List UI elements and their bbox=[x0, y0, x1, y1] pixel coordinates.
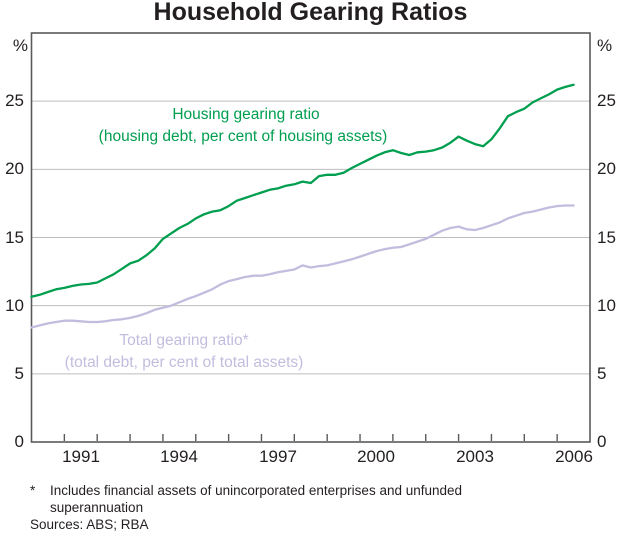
x-axis-label-2006: 2006 bbox=[555, 447, 593, 466]
footnote-sources: Sources: ABS; RBA bbox=[30, 517, 149, 532]
y-axis-label-right-5: 5 bbox=[597, 364, 607, 383]
series-line-total bbox=[30, 204, 575, 329]
y-axis-label-right-20: 20 bbox=[597, 159, 616, 178]
series-label-total: Total gearing ratio* bbox=[119, 332, 249, 349]
x-axis-label-2003: 2003 bbox=[456, 447, 494, 466]
y-axis-label-left-5: 5 bbox=[14, 364, 24, 383]
y-axis-label-left-15: 15 bbox=[5, 228, 24, 247]
footnote-line2: superannuation bbox=[50, 500, 144, 515]
y-axis-label-right-25: 25 bbox=[597, 91, 616, 110]
y-axis-label-left-20: 20 bbox=[5, 159, 24, 178]
x-axis-label-1994: 1994 bbox=[160, 447, 198, 466]
chart-title: Household Gearing Ratios bbox=[153, 0, 468, 26]
x-axis-label-1991: 1991 bbox=[62, 447, 100, 466]
y-axis-label-right-15: 15 bbox=[597, 228, 616, 247]
x-axis-label-1997: 1997 bbox=[259, 447, 297, 466]
y-axis-label-right-0: 0 bbox=[597, 432, 607, 451]
chart-plot bbox=[30, 32, 591, 443]
y-axis-label-left-10: 10 bbox=[5, 296, 24, 315]
y-axis-label-left-0: 0 bbox=[14, 432, 24, 451]
series-sublabel-housing: (housing debt, per cent of housing asset… bbox=[98, 128, 388, 145]
y-axis-label-right-10: 10 bbox=[597, 296, 616, 315]
plot-frame bbox=[30, 32, 591, 443]
series-label-housing: Housing gearing ratio bbox=[172, 106, 320, 123]
series-sublabel-total: (total debt, per cent of total assets) bbox=[64, 354, 304, 371]
y-axis-label-left-25: 25 bbox=[5, 91, 24, 110]
series-line-housing bbox=[30, 83, 575, 298]
footnote-marker: * bbox=[30, 483, 36, 498]
y-axis-unit-left: % bbox=[12, 36, 28, 55]
y-axis-unit-right: % bbox=[597, 36, 613, 55]
footnote-line1: Includes financial assets of unincorpora… bbox=[50, 483, 463, 498]
x-axis-label-2000: 2000 bbox=[357, 447, 395, 466]
